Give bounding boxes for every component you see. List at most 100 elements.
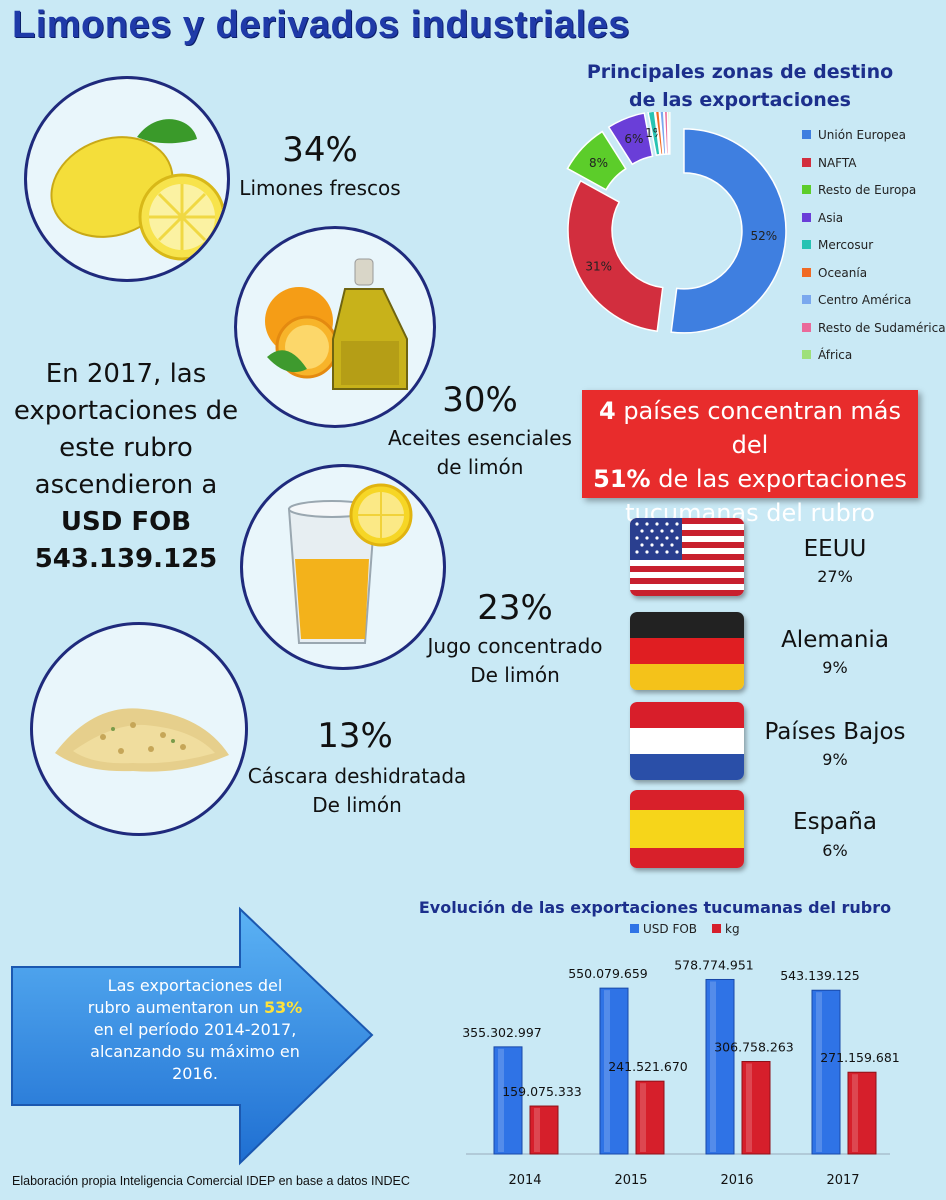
donut-slice-mercosur: [647, 112, 661, 157]
bar-kg: [635, 1080, 665, 1155]
bar-usd-fob: [705, 978, 735, 1155]
country-pct-netherlands: 9%: [822, 750, 848, 769]
page-title: Limones y derivados industriales: [12, 4, 630, 46]
legend-item: Mercosur: [802, 238, 873, 252]
legend-item: África: [802, 348, 852, 362]
product-pct-juice: 23%: [477, 588, 553, 628]
x-tick-label: 2014: [508, 1173, 541, 1188]
product-label-line: de limón: [436, 455, 524, 479]
intro-line: este rubro: [59, 433, 193, 463]
legend-label: Centro América: [818, 293, 912, 307]
bar-legend-swatch: [630, 924, 639, 933]
intro-line: ascendieron a: [34, 470, 218, 500]
country-name-germany: Alemania: [781, 627, 889, 653]
product-label-line: Cáscara deshidratada: [247, 764, 467, 788]
intro-line: En 2017, las: [45, 359, 207, 389]
arrow-line: en el período 2014-2017,: [93, 1020, 297, 1039]
arrow-text-part: rubro aumentaron un: [87, 998, 264, 1017]
legend-label: Asia: [818, 210, 844, 225]
spain-flag-icon: [630, 790, 744, 868]
legend-item: Asia: [802, 211, 843, 225]
highlight-line: 51% de las exportaciones: [582, 462, 918, 496]
arrow-growth-pct: 53%: [263, 998, 303, 1017]
product-pct-oils: 30%: [442, 380, 518, 420]
legend-item: Unión Europea: [802, 128, 906, 142]
product-label-line: De limón: [470, 663, 560, 687]
bar-value-label: 355.302.997: [462, 1025, 542, 1040]
bar-chart-title: Evolución de las exportaciones tucumanas…: [418, 898, 892, 917]
source-footer: Elaboración propia Inteligencia Comercia…: [12, 1174, 410, 1188]
highlight-share: 51%: [593, 465, 651, 493]
intro-amount: 543.139.125: [34, 544, 218, 574]
legend-label: Unión Europea: [818, 128, 907, 142]
bar-value-label: 159.075.333: [502, 1084, 582, 1099]
x-tick-label: 2016: [720, 1173, 753, 1188]
product-pct-lemons: 34%: [282, 130, 358, 170]
legend-swatch: [802, 267, 811, 277]
legend-label: Resto de Europa: [818, 183, 917, 197]
legend-swatch: [802, 212, 811, 222]
legend-swatch: [802, 295, 811, 304]
juice-glass-icon: [287, 483, 413, 644]
legend-item: Centro América: [802, 293, 911, 307]
product-label-juice: Jugo concentrado De limón: [400, 632, 630, 690]
bar-value-label: 543.139.125: [780, 968, 860, 983]
lemon-icon: [50, 119, 226, 261]
intro-currency: USD FOB: [60, 507, 192, 537]
donut-slice-resto-de-europa: [566, 130, 627, 191]
donut-slice-áfrica: [667, 112, 671, 155]
legend-swatch: [802, 322, 811, 332]
legend-swatch: [802, 130, 811, 139]
legend-label: Oceanía: [818, 265, 868, 280]
bar-chart: USD FOB kg 355.302.997 159.075.333 2014 550.0…: [462, 922, 900, 1188]
donut-slice-label: 8%: [589, 156, 608, 170]
bar-usd-fob: [493, 1046, 523, 1155]
intro-line: exportaciones de: [13, 396, 239, 426]
product-label-line: Limones frescos: [239, 176, 401, 200]
bar-value-label: 241.521.670: [608, 1059, 688, 1074]
bar-kg: [847, 1071, 877, 1155]
peel-powder-icon: [55, 708, 229, 772]
bar-value-label: 271.159.681: [820, 1050, 900, 1065]
country-name-usa: EEUU: [803, 536, 867, 562]
bar-value-label: 306.758.263: [714, 1040, 794, 1055]
donut-slice-unión-europea: [670, 128, 787, 334]
product-pct-peel: 13%: [317, 716, 393, 756]
product-circle-peel: [30, 622, 248, 836]
legend-swatch: [802, 350, 811, 359]
country-name-netherlands: Países Bajos: [764, 719, 906, 745]
bar-value-label: 578.774.951: [674, 957, 754, 972]
germany-flag-icon: [630, 612, 744, 690]
product-label-line: Jugo concentrado: [427, 634, 603, 658]
highlight-count: 4: [598, 397, 616, 425]
product-circle-lemons: [24, 76, 230, 282]
donut-slice-asia: [607, 112, 654, 166]
intro-text: En 2017, las exportaciones de este rubro…: [10, 356, 242, 578]
legend-item: Resto de Sudamérica: [802, 321, 946, 335]
legend-swatch: [802, 157, 811, 167]
legend-item: NAFTA: [802, 156, 856, 170]
legend-label: África: [818, 348, 853, 362]
highlight-box: 4 países concentran más del 51% de las e…: [582, 390, 918, 527]
product-label-line: De limón: [312, 793, 402, 817]
country-pct-usa: 27%: [817, 567, 853, 586]
donut-title-line: de las exportaciones: [629, 89, 851, 111]
legend-label: NAFTA: [818, 155, 857, 170]
product-circle-oils: [234, 226, 436, 428]
bar-kg: [741, 1061, 771, 1155]
arrow-line: alcanzando su máximo en: [90, 1042, 300, 1061]
donut-chart: 52%31%8%6% 1%: [566, 112, 787, 334]
arrow-text: Las exportaciones del rubro aumentaron u…: [70, 975, 320, 1085]
country-pct-germany: 9%: [822, 658, 848, 677]
arrow-line: rubro aumentaron un 53%: [70, 997, 320, 1019]
highlight-line: 4 países concentran más del: [582, 394, 918, 462]
bar-legend-label: USD FOB: [643, 922, 697, 936]
donut-slice-label: 31%: [585, 259, 612, 273]
donut-chart-title: Principales zonas de destino de las expo…: [585, 58, 895, 114]
netherlands-flag-icon: [630, 702, 744, 780]
country-pct-spain: 6%: [822, 841, 848, 860]
donut-slice-label: 6%: [624, 132, 643, 146]
oil-bottle-icon: [265, 258, 408, 390]
product-label-peel: Cáscara deshidratada De limón: [232, 762, 482, 820]
legend-item: Oceanía: [802, 266, 867, 280]
